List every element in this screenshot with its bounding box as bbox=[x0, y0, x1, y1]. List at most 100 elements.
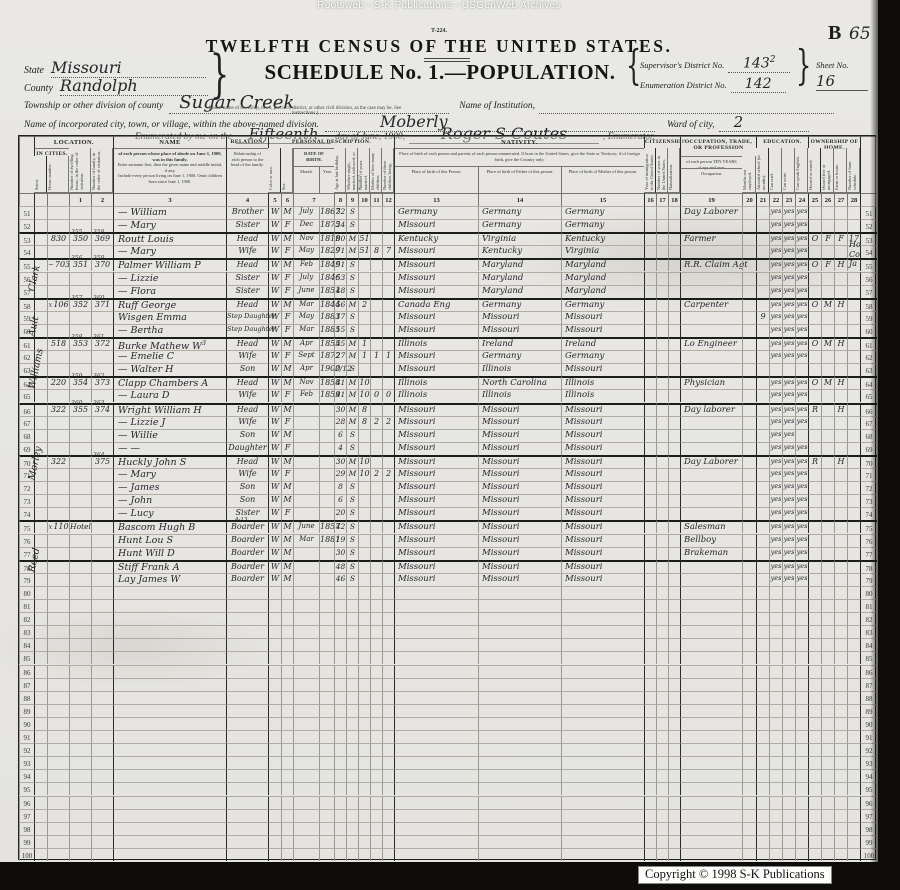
row-65-nat bbox=[668, 389, 680, 403]
row-82-fh bbox=[834, 612, 847, 626]
row-85-wr bbox=[782, 651, 795, 665]
row-72-name: — James bbox=[113, 481, 226, 495]
row-68-yus bbox=[656, 428, 668, 442]
row-76-by: 1881 bbox=[319, 533, 340, 547]
row-60-pob: Missouri bbox=[394, 323, 478, 337]
row-71-imm bbox=[644, 468, 656, 482]
row-77-wr: yes bbox=[782, 546, 795, 560]
row-85-street bbox=[34, 651, 47, 665]
row-75-mc bbox=[370, 520, 382, 534]
row-98-house bbox=[47, 821, 69, 835]
row-52-ym bbox=[358, 219, 370, 233]
row-85-bm bbox=[293, 651, 319, 665]
row-66-mc bbox=[370, 402, 382, 416]
row-77-ym bbox=[358, 546, 370, 560]
row-95-house bbox=[47, 782, 69, 796]
row-56-yus bbox=[656, 271, 668, 285]
row-82-occ bbox=[680, 612, 742, 626]
enumerator-name-value: Roger S Coutes bbox=[409, 124, 600, 144]
row-99-rd bbox=[769, 834, 782, 848]
row-85-yus bbox=[656, 651, 668, 665]
row-59-mpob: Missouri bbox=[561, 310, 644, 324]
row-51-nat bbox=[668, 206, 680, 220]
watermark: Rootsweb - S-K Publications - USGenWeb A… bbox=[317, 0, 561, 11]
row-98-fs bbox=[847, 821, 860, 835]
row-60-mpob: Missouri bbox=[561, 323, 644, 337]
row-97-fam bbox=[91, 808, 113, 822]
row-77-dw bbox=[69, 546, 91, 560]
row-56-mpob: Maryland bbox=[561, 271, 644, 285]
col-age: Age at last birthday. bbox=[334, 148, 346, 193]
row-53-occ: Farmer bbox=[680, 232, 742, 246]
col-nativity-desc: Place of birth of each person and parent… bbox=[394, 148, 644, 166]
row-91-name bbox=[113, 730, 226, 744]
row-79-mpob: Missouri bbox=[561, 572, 644, 586]
col-pob-person: Place of birth of this Person. bbox=[394, 166, 478, 193]
row-81-color bbox=[268, 599, 281, 613]
row-96-sex bbox=[281, 795, 293, 809]
row-82-pob bbox=[394, 612, 478, 626]
row-80-rn: 80 bbox=[19, 585, 34, 599]
row-76-ym bbox=[358, 533, 370, 547]
row-92-fam bbox=[91, 743, 113, 757]
row-67-rn2: 67 bbox=[860, 415, 877, 429]
row-67-mar: M bbox=[346, 415, 358, 429]
city-line: Name of incorporated city, town, or vill… bbox=[24, 112, 809, 132]
row-98-en bbox=[795, 821, 808, 835]
row-95-rn2: 95 bbox=[860, 782, 877, 796]
row-75-wr: yes bbox=[782, 520, 795, 534]
row-100-pob bbox=[394, 847, 478, 861]
row-73-fpob: Missouri bbox=[478, 494, 561, 508]
col-sex: Sex. bbox=[281, 148, 293, 193]
row-70-fs bbox=[847, 454, 860, 468]
row-67-sex: F bbox=[281, 415, 293, 429]
row-74-age: 20 bbox=[334, 507, 346, 521]
row-67-occ bbox=[680, 415, 742, 429]
row-84-rd bbox=[769, 638, 782, 652]
township-line: Township or other division of county Sug… bbox=[24, 92, 835, 114]
row-62-fs bbox=[847, 350, 860, 364]
row-91-fs bbox=[847, 730, 860, 744]
row-74-by bbox=[319, 507, 334, 521]
row-89-fm bbox=[821, 703, 834, 717]
row-97-mc bbox=[370, 808, 382, 822]
row-93-en bbox=[795, 756, 808, 770]
row-63-fpob: Illinois bbox=[478, 363, 561, 377]
row-66-by bbox=[319, 402, 334, 416]
row-81-imm bbox=[644, 599, 656, 613]
row-80-fs bbox=[847, 585, 860, 599]
row-51-house bbox=[47, 206, 69, 220]
row-63-name: — Walter H bbox=[113, 363, 226, 377]
row-57-rn: 57 bbox=[19, 284, 34, 298]
col-number-own: 25 bbox=[808, 193, 821, 206]
row-62-fh bbox=[834, 350, 847, 364]
row-71-by bbox=[319, 468, 334, 482]
row-77-sch bbox=[756, 546, 769, 560]
row-56-dw bbox=[69, 271, 91, 285]
row-92-by bbox=[319, 743, 334, 757]
col-attended-school: Attended school (in months). bbox=[756, 148, 769, 193]
col-group-personal: PERSONAL DESCRIPTION. bbox=[268, 136, 394, 148]
row-93-rd bbox=[769, 756, 782, 770]
row-65-pob: Illinois bbox=[394, 389, 478, 403]
row-73-name: — John bbox=[113, 494, 226, 508]
col-occupation: Occupation. bbox=[680, 168, 742, 193]
row-69-fs bbox=[847, 441, 860, 455]
col-naturalization: Naturalization. bbox=[668, 148, 680, 193]
row-55-mne bbox=[742, 258, 756, 272]
row-71-fh bbox=[834, 468, 847, 482]
row-61-ym: 1 bbox=[358, 337, 370, 351]
row-76-sch bbox=[756, 533, 769, 547]
row-71-ym: 10 bbox=[358, 468, 370, 482]
title-ornament bbox=[424, 58, 470, 62]
row-59-age: 17 bbox=[334, 310, 346, 324]
row-76-en: yes bbox=[795, 533, 808, 547]
row-68-street bbox=[34, 428, 47, 442]
row-81-bm bbox=[293, 599, 319, 613]
row-92-rel bbox=[226, 743, 268, 757]
row-95-dw bbox=[69, 782, 91, 796]
row-95-color bbox=[268, 782, 281, 796]
row-53-imm bbox=[644, 232, 656, 246]
row-71-street bbox=[34, 468, 47, 482]
row-89-sex bbox=[281, 703, 293, 717]
